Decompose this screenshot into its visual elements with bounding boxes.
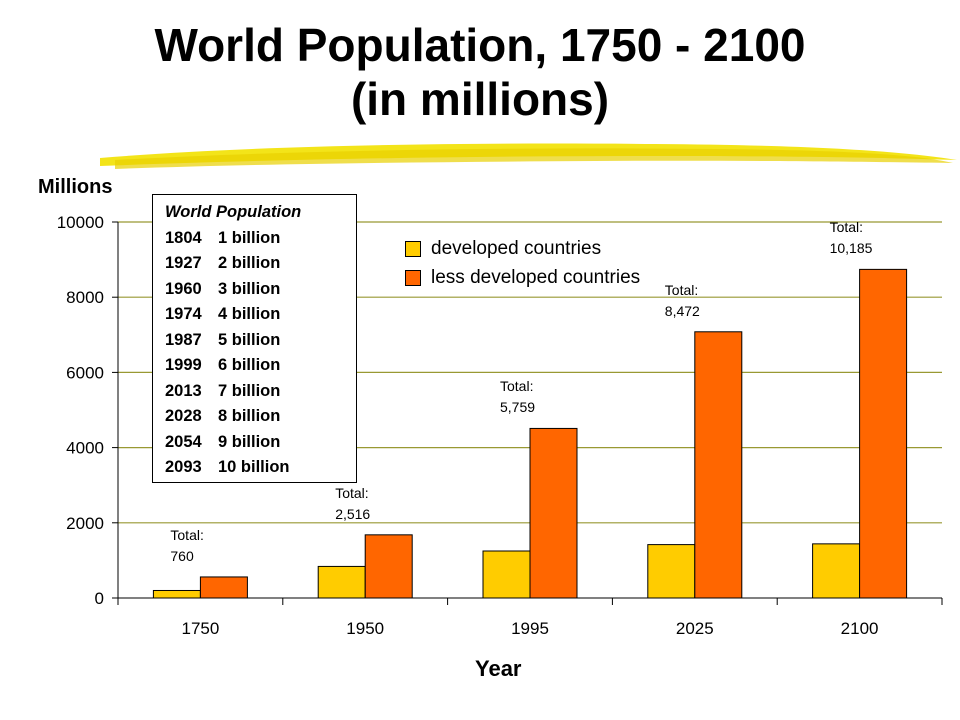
total-label-value: 8,472 — [664, 302, 700, 319]
title-underline-swoosh — [100, 143, 957, 169]
bar-less-developed — [364, 534, 413, 599]
legend-swatch-developed — [405, 240, 421, 257]
total-label-value: 760 — [170, 547, 194, 564]
x-tick-label: 2100 — [841, 619, 879, 638]
y-tick-label: 2000 — [66, 514, 104, 533]
y-tick-label: 8000 — [66, 288, 104, 307]
total-label-value: 5,759 — [500, 399, 536, 416]
milestone-row: 1999 6 billion — [165, 353, 356, 379]
y-tick-label: 10000 — [57, 213, 104, 232]
milestone-value: 7 billion — [218, 381, 281, 400]
y-tick-label: 0 — [95, 589, 104, 608]
milestone-year: 2013 — [165, 381, 202, 400]
milestone-value: 8 billion — [218, 407, 281, 425]
world-population-milestones-box: World Population 1804 1 billion 1927 2 bil… — [152, 194, 357, 483]
total-label-value: 2,516 — [335, 505, 371, 522]
milestone-row: 2054 9 billion — [165, 430, 356, 456]
milestone-value: 4 billion — [218, 305, 281, 323]
legend-swatch-less-developed — [405, 269, 421, 286]
milestone-row: 2013 7 billion — [165, 379, 356, 405]
x-axis-label: Year — [475, 656, 522, 681]
legend-label-developed: developed countries — [431, 237, 602, 259]
x-tick-label: 1995 — [511, 619, 549, 638]
total-label-prefix: Total: — [500, 378, 534, 395]
milestone-row: 2028 8 billion — [165, 404, 356, 430]
legend-label-less-developed: less developed countries — [431, 266, 641, 288]
total-label-prefix: Total: — [664, 281, 699, 298]
bar-less-developed — [859, 268, 908, 599]
milestone-year: 1974 — [165, 305, 202, 323]
legend: developed countries less developed count… — [405, 234, 640, 292]
bar-less-developed — [694, 331, 743, 599]
total-label: Total: 760 — [170, 525, 240, 567]
milestone-row: 1927 2 billion — [165, 251, 356, 277]
legend-item-developed: developed countries — [405, 234, 640, 263]
milestone-row: 1804 1 billion — [165, 226, 356, 252]
total-label-value: 10,185 — [829, 240, 873, 257]
chart-title-line1: World Population, 1750 - 2100 — [154, 19, 806, 71]
milestone-year: 1987 — [165, 330, 202, 349]
bar-less-developed — [529, 427, 578, 599]
milestone-year: 1960 — [165, 279, 202, 298]
total-label: Total: 2,516 — [335, 483, 405, 525]
milestone-year: 1927 — [165, 254, 202, 272]
milestone-value: 2 billion — [218, 254, 281, 272]
bar-less-developed — [199, 576, 248, 599]
milestones-title: World Population — [165, 203, 302, 221]
milestone-value: 1 billion — [218, 228, 281, 247]
milestone-value: 5 billion — [218, 330, 281, 349]
bar-developed — [152, 589, 201, 599]
x-tick-label: 2025 — [676, 619, 714, 638]
milestone-year: 2054 — [165, 432, 202, 451]
x-tick-label: 1950 — [346, 619, 384, 638]
milestone-row: 1974 4 billion — [165, 302, 356, 328]
bar-developed — [647, 544, 696, 599]
milestone-value: 10 billion — [218, 458, 290, 476]
bar-developed — [812, 543, 861, 599]
milestone-row: 2093 10 billion — [165, 455, 356, 481]
legend-item-less-developed: less developed countries — [405, 263, 640, 292]
total-label: Total: 5,759 — [500, 376, 570, 418]
milestone-year: 1804 — [165, 228, 202, 247]
y-tick-label: 4000 — [66, 439, 104, 458]
milestone-value: 6 billion — [218, 356, 281, 374]
milestone-row: 1987 5 billion — [165, 328, 356, 354]
total-label-prefix: Total: — [829, 219, 864, 236]
milestone-year: 2028 — [165, 407, 202, 425]
milestone-value: 9 billion — [218, 432, 281, 451]
milestone-value: 3 billion — [218, 279, 281, 298]
milestone-year: 2093 — [165, 458, 202, 476]
bar-developed — [317, 565, 366, 599]
total-label-prefix: Total: — [335, 484, 369, 501]
bar-developed — [482, 550, 531, 599]
y-tick-label: 6000 — [66, 363, 104, 382]
milestone-year: 1999 — [165, 356, 202, 374]
total-label: Total: 8,472 — [665, 280, 735, 322]
x-tick-label: 1750 — [181, 619, 219, 638]
total-label: Total: 10,185 — [830, 217, 900, 259]
milestone-row: 1960 3 billion — [165, 277, 356, 303]
y-axis-label: Millions — [38, 176, 113, 198]
chart-subtitle: (in millions) — [350, 73, 610, 125]
total-label-prefix: Total: — [170, 526, 204, 543]
chart-title: World Population, 1750 - 2100 (in millio… — [0, 18, 960, 126]
